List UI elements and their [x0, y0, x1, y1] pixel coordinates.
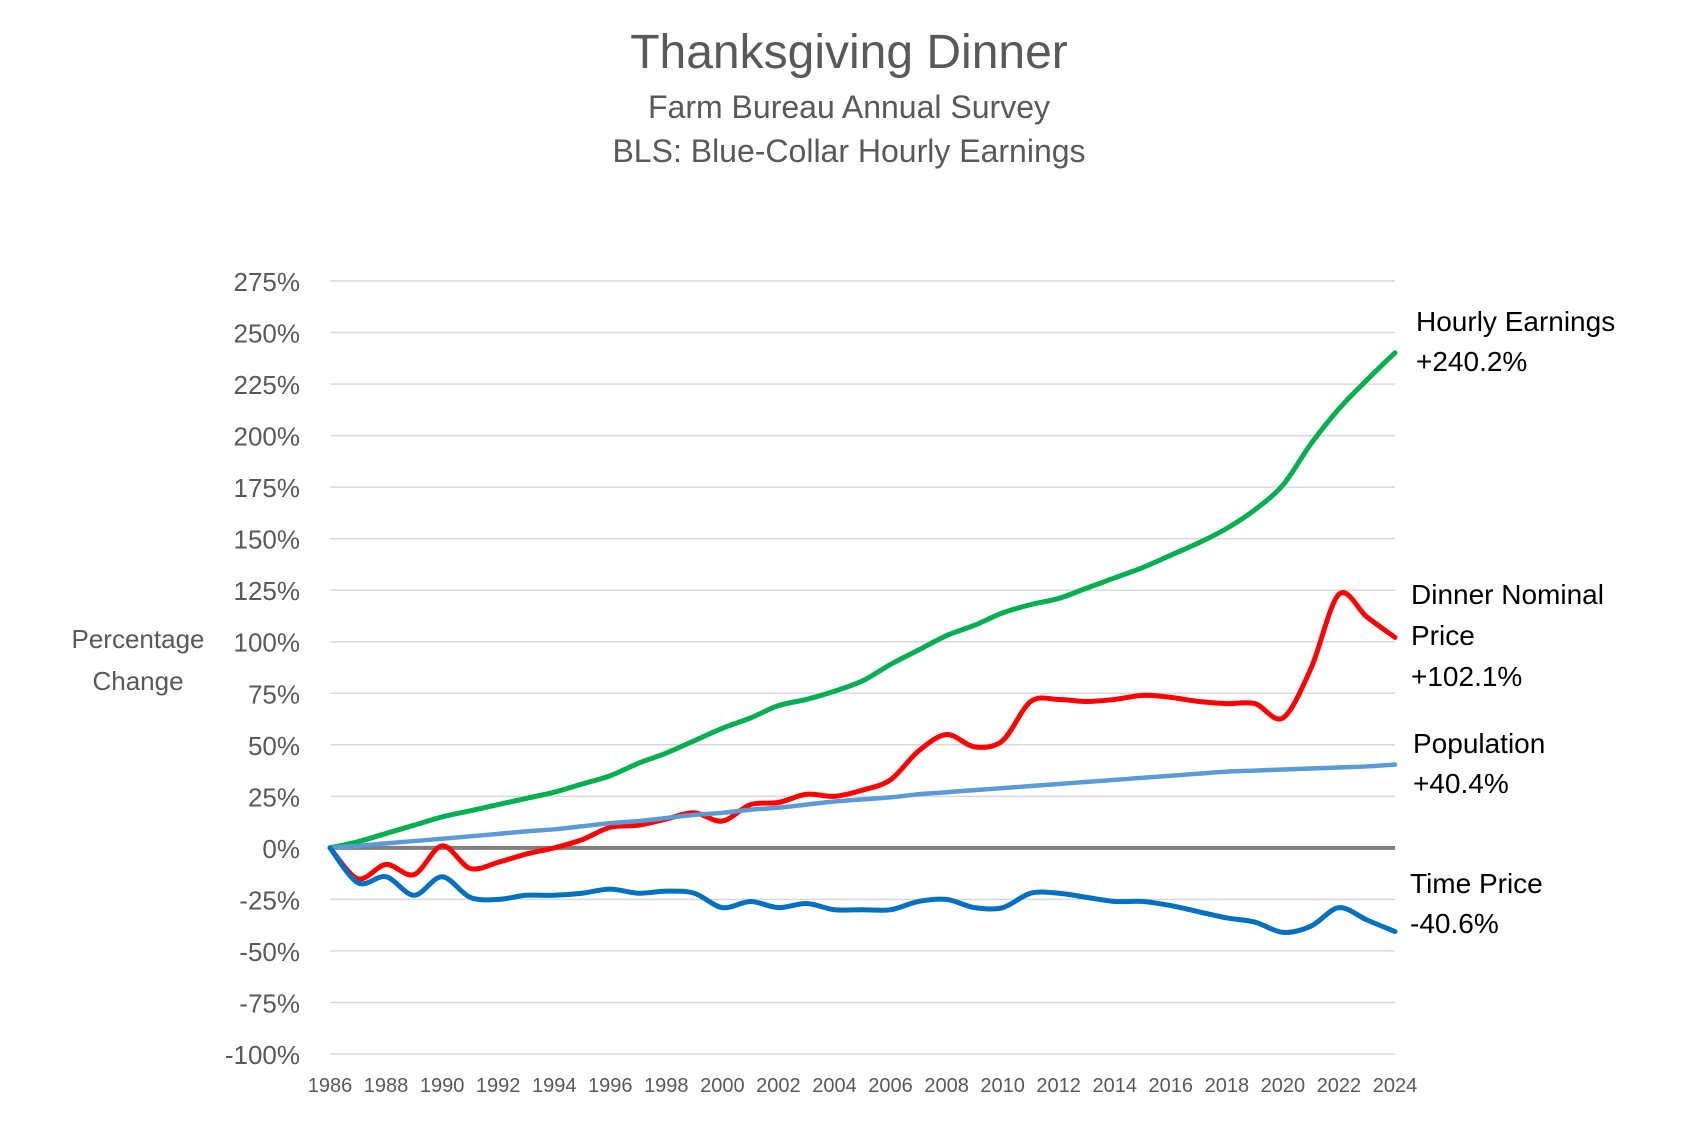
y-tick-label: 275% [234, 267, 301, 297]
y-tick-label: -75% [239, 988, 300, 1018]
chart-title: Thanksgiving Dinner [630, 26, 1068, 79]
y-tick-label: -50% [239, 937, 300, 967]
y-tick-label: 100% [234, 628, 301, 658]
series-end-label: +40.4% [1413, 768, 1509, 799]
y-tick-label: 250% [234, 319, 301, 349]
x-tick-label: 1992 [476, 1075, 521, 1097]
y-tick-label: -25% [239, 885, 300, 915]
series-end-label: Price [1411, 620, 1475, 651]
series-line-3 [327, 845, 1398, 935]
y-tick-label: 150% [234, 525, 301, 555]
x-tick-label: 1996 [588, 1075, 633, 1097]
y-tick-label: 225% [234, 370, 301, 400]
x-tick-label: 1988 [364, 1075, 409, 1097]
y-tick-label: 200% [234, 422, 301, 452]
x-tick-label: 2006 [868, 1075, 913, 1097]
x-tick-label: 2022 [1317, 1075, 1362, 1097]
x-tick-label: 2016 [1149, 1075, 1194, 1097]
y-axis-title: Percentage Change [72, 624, 205, 696]
series-lines [327, 350, 1398, 935]
x-axis-ticks: 1986 1988 1990 1992 1994 1996 1998 2000 2002 2004… [308, 1075, 1418, 1097]
x-tick-label: 2018 [1205, 1075, 1250, 1097]
x-tick-label: 2008 [924, 1075, 969, 1097]
series-line-0 [327, 350, 1398, 851]
series-end-label: +240.2% [1416, 346, 1527, 377]
y-axis-title-line-1: Percentage [72, 624, 205, 654]
x-tick-label: 1998 [644, 1075, 689, 1097]
x-tick-label: 2012 [1036, 1075, 1081, 1097]
x-tick-label: 1994 [532, 1075, 577, 1097]
y-tick-label: 50% [248, 731, 300, 761]
y-axis-ticks: 275% 250% 225% 200% 175% 150% 125% 100% 75% 50% 25… [225, 267, 300, 1070]
chart-subtitle-line-1: Farm Bureau Annual Survey [648, 89, 1050, 125]
x-tick-label: 2024 [1373, 1075, 1418, 1097]
x-tick-label: 1990 [420, 1075, 465, 1097]
series-end-label: -40.6% [1410, 908, 1499, 939]
series-end-labels: Hourly Earnings +240.2% Dinner Nominal Pric… [1410, 306, 1615, 939]
x-tick-label: 2010 [980, 1075, 1025, 1097]
series-end-label: Time Price [1410, 868, 1543, 899]
y-tick-label: -100% [225, 1040, 300, 1070]
y-tick-label: 125% [234, 576, 301, 606]
x-tick-label: 2000 [700, 1075, 745, 1097]
series-end-label: Population [1413, 728, 1545, 759]
x-tick-label: 2002 [756, 1075, 801, 1097]
y-tick-label: 0% [262, 834, 300, 864]
chart-subtitle-line-2: BLS: Blue-Collar Hourly Earnings [612, 133, 1085, 169]
x-tick-label: 1986 [308, 1075, 353, 1097]
x-tick-label: 2004 [812, 1075, 857, 1097]
chart-header: Thanksgiving Dinner Farm Bureau Annual S… [612, 26, 1085, 169]
y-tick-label: 25% [248, 782, 300, 812]
series-end-label: Dinner Nominal [1411, 579, 1604, 610]
gridlines [330, 280, 1395, 1055]
series-end-label: Hourly Earnings [1416, 306, 1615, 337]
series-line-2 [327, 762, 1398, 851]
series-end-label: +102.1% [1411, 661, 1522, 692]
x-tick-label: 2014 [1092, 1075, 1137, 1097]
y-tick-label: 175% [234, 473, 301, 503]
series-line-1 [327, 590, 1398, 882]
x-tick-label: 2020 [1261, 1075, 1306, 1097]
y-axis-title-line-2: Change [92, 666, 183, 696]
y-tick-label: 75% [248, 679, 300, 709]
